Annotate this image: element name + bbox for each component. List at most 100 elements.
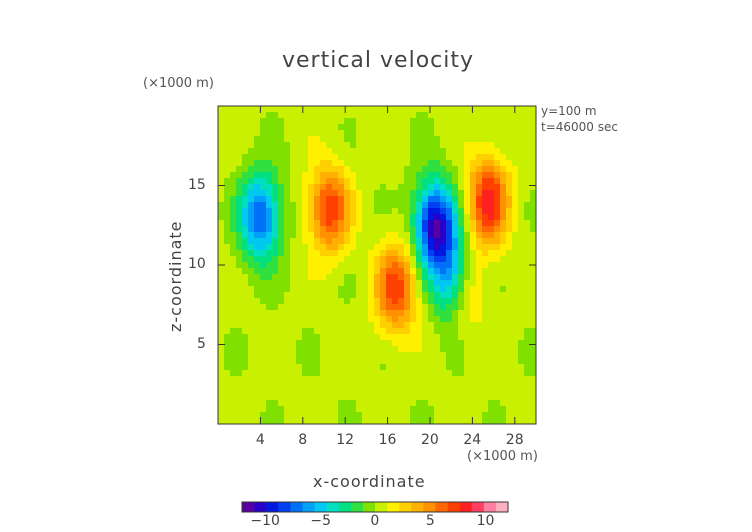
heatmap-cell [440,130,447,137]
heatmap-cell [290,394,297,401]
heatmap-cell [506,118,513,125]
heatmap-cell [386,196,393,203]
heatmap-cell [314,154,321,161]
heatmap-cell [350,208,357,215]
heatmap-cell [488,214,495,221]
heatmap-cell [506,190,513,197]
heatmap-cell [524,160,531,167]
heatmap-cell [260,340,267,347]
heatmap-cell [488,244,495,251]
heatmap-cell [230,220,237,227]
heatmap-cell [392,172,399,179]
heatmap-cell [524,400,531,407]
heatmap-cell [314,400,321,407]
heatmap-cell [452,346,459,353]
heatmap-cell [308,328,315,335]
heatmap-cell [248,304,255,311]
heatmap-cell [422,166,429,173]
heatmap-cell [236,298,243,305]
heatmap-cell [224,172,231,179]
heatmap-cell [392,196,399,203]
heatmap-cell [266,328,273,335]
heatmap-cell [362,118,369,125]
heatmap-cell [242,250,249,257]
heatmap-cell [440,256,447,263]
heatmap-cell [446,316,453,323]
heatmap-cell [524,406,531,413]
heatmap-cell [374,130,381,137]
heatmap-cell [512,256,519,263]
heatmap-cell [506,376,513,383]
heatmap-cell [266,316,273,323]
heatmap-cell [320,256,327,263]
heatmap-cell [314,136,321,143]
heatmap-cell [500,382,507,389]
heatmap-cell [518,382,525,389]
heatmap-cell [224,364,231,371]
heatmap-cell [482,412,489,419]
heatmap-cell [488,304,495,311]
heatmap-cell [308,388,315,395]
heatmap-cell [314,334,321,341]
heatmap-cell [404,274,411,281]
heatmap-cell [254,142,261,149]
heatmap-cell [326,340,333,347]
colorbar-tick-label: 10 [476,513,495,529]
heatmap-cell [284,220,291,227]
heatmap-cell [266,244,273,251]
heatmap-cell [236,208,243,215]
heatmap-cell [332,202,339,209]
heatmap-cell [314,250,321,257]
heatmap-cell [386,250,393,257]
heatmap-cell [242,172,249,179]
heatmap-cell [278,370,285,377]
heatmap-cell [524,382,531,389]
heatmap-cell [422,160,429,167]
heatmap-cell [290,370,297,377]
heatmap-cell [530,136,537,143]
heatmap-cell [356,154,363,161]
heatmap-cell [452,364,459,371]
heatmap-cell [314,202,321,209]
heatmap-cell [290,376,297,383]
heatmap-cell [242,298,249,305]
heatmap-cell [434,154,441,161]
heatmap-cell [518,328,525,335]
heatmap-cell [284,262,291,269]
heatmap-cell [476,220,483,227]
heatmap-cell [386,232,393,239]
heatmap-cell [458,298,465,305]
heatmap-cell [236,382,243,389]
heatmap-cell [458,106,465,113]
heatmap-cell [464,124,471,131]
heatmap-cell [320,262,327,269]
heatmap-cell [290,172,297,179]
heatmap-cell [374,178,381,185]
heatmap-cell [302,274,309,281]
heatmap-cell [386,208,393,215]
heatmap-cell [230,382,237,389]
heatmap-cell [248,418,255,425]
heatmap-cell [356,268,363,275]
heatmap-cell [218,340,225,347]
heatmap-cell [530,298,537,305]
heatmap-cell [326,346,333,353]
heatmap-cell [512,232,519,239]
heatmap-cell [428,340,435,347]
heatmap-cell [272,262,279,269]
heatmap-cell [416,184,423,191]
heatmap-cell [272,346,279,353]
heatmap-cell [392,184,399,191]
heatmap-cell [452,400,459,407]
heatmap-cell [440,220,447,227]
heatmap-cell [476,244,483,251]
heatmap-cell [356,310,363,317]
heatmap-cell [332,364,339,371]
heatmap-cell [308,226,315,233]
heatmap-cell [380,394,387,401]
heatmap-cell [350,310,357,317]
heatmap-cell [308,268,315,275]
heatmap-cell [338,370,345,377]
heatmap-cell [338,274,345,281]
heatmap-cell [272,268,279,275]
